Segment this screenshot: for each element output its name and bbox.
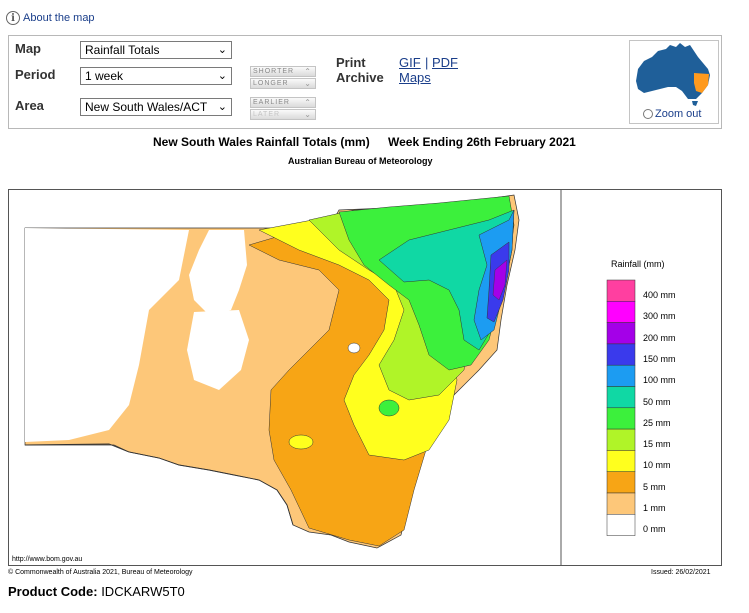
map-week: Week Ending 26th February 2021 <box>388 135 576 149</box>
shorter-label: SHORTER <box>253 68 295 75</box>
later-label: LATER <box>253 111 281 118</box>
print-label: Print <box>336 55 366 70</box>
legend-swatch <box>606 514 636 536</box>
legend-label: 15 mm <box>643 439 671 450</box>
chevron-down-icon: ⌄ <box>304 79 312 88</box>
shorter-button[interactable]: SHORTER ⌃ <box>250 66 316 77</box>
nsw-rainfall-map-graphic <box>24 190 636 565</box>
issued-date: Issued: 26/02/2021 <box>651 569 711 576</box>
archive-label: Archive <box>336 70 384 85</box>
legend-label: 5 mm <box>643 481 666 492</box>
map-select-value: Rainfall Totals <box>85 43 160 57</box>
map-select[interactable]: Rainfall Totals ⌄ <box>80 41 232 59</box>
longer-button[interactable]: LONGER ⌄ <box>250 78 316 89</box>
legend-label: 100 mm <box>643 375 676 386</box>
period-select-value: 1 week <box>85 69 124 83</box>
period-label: Period <box>15 67 56 82</box>
legend-swatch <box>606 386 636 409</box>
map-website: http://www.bom.gov.au <box>12 556 83 563</box>
link-separator: | <box>425 55 429 70</box>
product-code-value: IDCKARW5T0 <box>101 584 185 599</box>
map-label: Map <box>15 41 41 56</box>
legend-swatch <box>606 279 636 302</box>
pdf-link[interactable]: PDF <box>432 55 458 70</box>
chevron-up-icon: ⌃ <box>304 67 312 76</box>
earlier-button[interactable]: EARLIER ⌃ <box>250 97 316 108</box>
zoom-out-button[interactable]: Zoom out <box>643 108 701 120</box>
legend-swatch <box>606 492 636 515</box>
map-controls-panel: Map Rainfall Totals ⌄ Period 1 week ⌄ Ar… <box>8 35 722 129</box>
area-select-value: New South Wales/ACT <box>85 100 208 114</box>
legend-label: 400 mm <box>643 290 676 300</box>
chevron-down-icon: ⌄ <box>217 44 227 56</box>
legend-swatch <box>606 322 636 345</box>
legend-swatch <box>606 343 636 366</box>
product-code-label: Product Code: <box>8 584 98 599</box>
zoom-out-icon <box>643 109 653 119</box>
area-label: Area <box>15 98 44 113</box>
chevron-down-icon: ⌄ <box>217 70 227 82</box>
rainfall-map: Rainfall (mm) 400 mm 300 mm 200 mm 150 mm 10… <box>8 189 722 566</box>
legend-label: 25 mm <box>643 417 671 428</box>
chevron-up-icon: ⌃ <box>304 98 312 107</box>
legend-swatch <box>606 407 636 430</box>
legend-label: 10 mm <box>643 460 671 471</box>
australia-map-icon <box>636 43 710 106</box>
legend-swatch <box>606 364 636 387</box>
legend-label: 0 mm <box>643 524 666 535</box>
map-title: New South Wales Rainfall Totals (mm) <box>153 135 370 149</box>
chevron-down-icon: ⌄ <box>304 110 312 119</box>
product-code: Product Code: IDCKARW5T0 <box>8 584 185 599</box>
later-button[interactable]: LATER ⌄ <box>250 109 316 120</box>
copyright-text: © Commonwealth of Australia 2021, Bureau… <box>8 569 193 576</box>
about-the-map-label: About the map <box>23 12 95 24</box>
period-select[interactable]: 1 week ⌄ <box>80 67 232 85</box>
earlier-label: EARLIER <box>253 99 290 106</box>
legend-label: 1 mm <box>643 503 666 513</box>
chevron-down-icon: ⌄ <box>217 101 227 113</box>
legend-title: Rainfall (mm) <box>611 259 665 269</box>
legend-label: 300 mm <box>643 311 676 322</box>
info-icon: i <box>6 11 20 25</box>
legend-swatch <box>606 301 636 323</box>
area-select[interactable]: New South Wales/ACT ⌄ <box>80 98 232 116</box>
maps-archive-link[interactable]: Maps <box>399 70 431 85</box>
legend-swatch <box>606 450 636 472</box>
legend-swatch <box>606 428 636 451</box>
legend-label: 200 mm <box>643 332 676 343</box>
zoom-out-label: Zoom out <box>655 108 702 120</box>
gif-link[interactable]: GIF <box>399 55 421 70</box>
map-subtitle: Australian Bureau of Meteorology <box>288 156 433 166</box>
legend-label: 150 mm <box>643 353 676 364</box>
longer-label: LONGER <box>253 80 289 87</box>
legend-swatch <box>606 471 636 494</box>
australia-thumbnail-map[interactable]: Zoom out <box>629 40 719 124</box>
about-the-map-link[interactable]: i About the map <box>6 11 95 25</box>
legend-label: 50 mm <box>643 396 671 407</box>
